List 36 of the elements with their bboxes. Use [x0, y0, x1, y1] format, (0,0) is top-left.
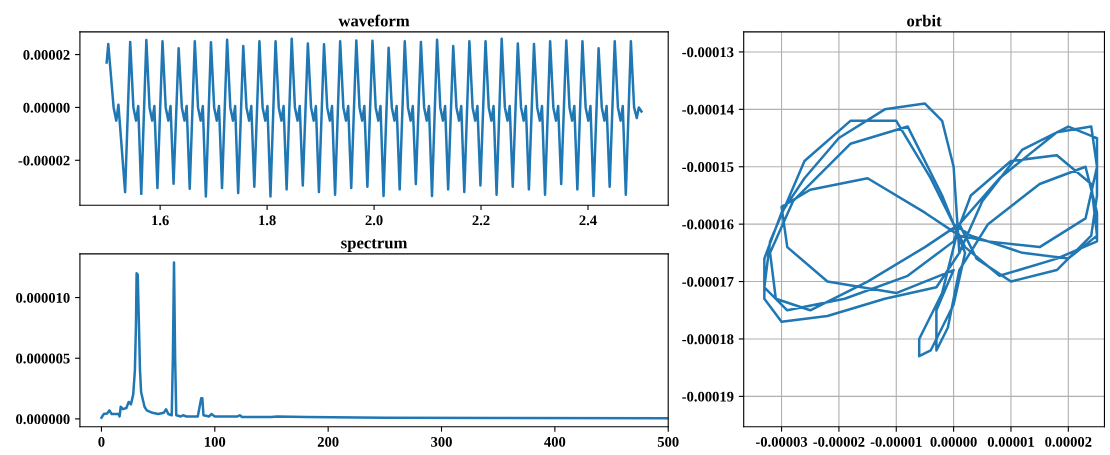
y-tick-label: 0.00002 [23, 49, 70, 60]
x-tick-label: 0.00000 [930, 436, 977, 447]
chart-title: orbit [907, 14, 942, 27]
y-tick-label: -0.00018 [682, 334, 734, 345]
line-series [105, 37, 643, 198]
x-tick-label: 200 [317, 436, 339, 447]
y-tick-label: 0.00000 [23, 102, 70, 113]
y-tick-label: -0.00002 [18, 155, 70, 166]
x-tick-label: 100 [205, 436, 226, 447]
line-series [763, 102, 1099, 358]
x-tick-label: 0.00001 [987, 436, 1034, 447]
x-tick-label: -0.00003 [755, 436, 808, 447]
x-tick-label: 500 [657, 436, 679, 447]
y-tick-label: 0.000005 [16, 353, 70, 364]
y-tick-label: -0.00015 [682, 162, 734, 173]
x-tick-label: 2.4 [579, 215, 597, 226]
y-tick-label: -0.00016 [682, 219, 734, 230]
x-tick-label: -0.00001 [870, 436, 922, 447]
y-tick-label: 0.000000 [16, 414, 70, 425]
y-tick-label: 0.000010 [16, 292, 70, 303]
x-tick-label: 0.00002 [1045, 436, 1092, 447]
x-tick-label: 2.2 [472, 215, 490, 226]
y-tick-label: -0.00013 [682, 47, 734, 58]
x-tick-label: 1.6 [152, 215, 169, 226]
x-tick-label: -0.00002 [813, 436, 865, 447]
line-series [100, 261, 669, 420]
chart-title: waveform [338, 14, 410, 27]
y-tick-label: -0.00017 [682, 276, 734, 287]
chart-title: spectrum [341, 238, 408, 252]
x-tick-label: 300 [431, 436, 452, 447]
y-tick-label: -0.00014 [682, 104, 734, 115]
x-tick-label: 2.0 [365, 215, 383, 226]
y-tick-label: -0.00019 [682, 391, 734, 402]
x-tick-label: 1.8 [259, 215, 276, 226]
x-tick-label: 400 [544, 436, 566, 447]
x-tick-label: 0 [98, 436, 105, 447]
